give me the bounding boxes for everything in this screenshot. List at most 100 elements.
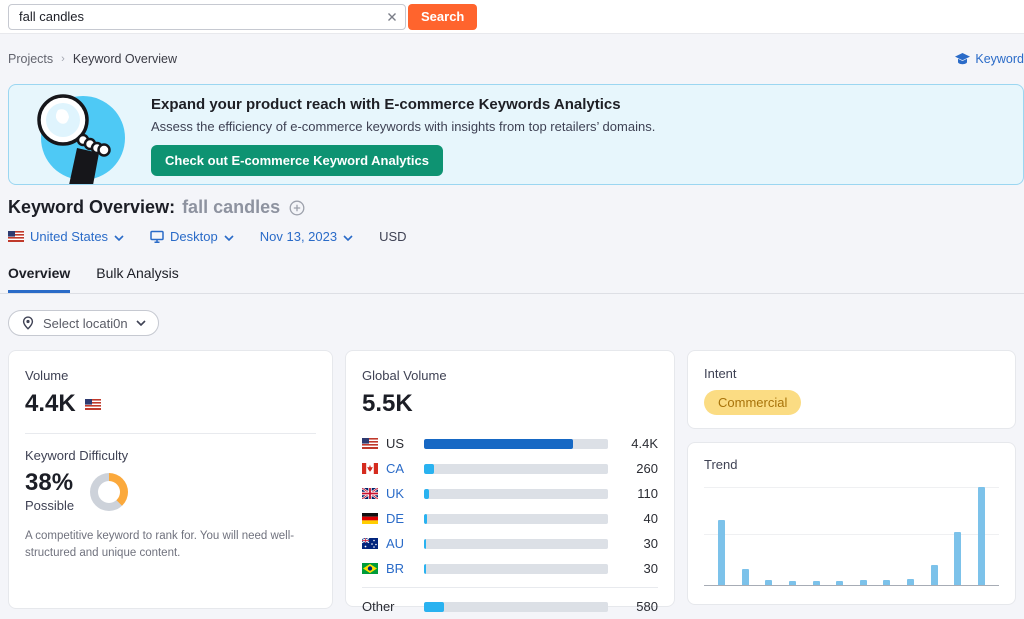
country-label[interactable]: CA xyxy=(386,461,405,476)
location-filter-label: United States xyxy=(30,229,109,244)
br-flag-icon xyxy=(362,563,378,574)
chevron-down-icon xyxy=(114,234,124,241)
banner-title: Expand your product reach with E-commerc… xyxy=(151,95,621,113)
country-volume-bar xyxy=(424,463,608,474)
location-pin-icon xyxy=(22,316,34,330)
ca-flag-icon xyxy=(362,463,378,474)
chevron-down-icon xyxy=(135,320,146,326)
select-location-label: Select locati0n xyxy=(43,315,128,331)
country-label[interactable]: BR xyxy=(386,561,405,576)
global-volume-row: US 4.4K xyxy=(362,431,658,456)
country-volume-value: 4.4K xyxy=(631,436,658,451)
country-volume-value[interactable]: 30 xyxy=(643,561,658,576)
country-label: Other xyxy=(362,599,395,614)
trend-bar xyxy=(718,520,725,585)
country-volume-bar xyxy=(424,513,608,524)
device-filter-label: Desktop xyxy=(170,229,218,244)
banner-subtitle: Assess the efficiency of e-commerce keyw… xyxy=(151,118,656,134)
breadcrumb-separator: › xyxy=(61,53,65,65)
tabs-bar: Overview Bulk Analysis xyxy=(0,265,1024,294)
tab-bulk-analysis[interactable]: Bulk Analysis xyxy=(96,265,179,281)
country-volume-value[interactable]: 40 xyxy=(643,511,658,526)
x-axis-line xyxy=(704,585,999,586)
country-volume-bar xyxy=(424,601,608,612)
keyword-difficulty-label: Keyword Difficulty xyxy=(25,448,129,463)
kd-donut-chart xyxy=(90,472,129,511)
clear-search-icon[interactable] xyxy=(386,11,398,23)
search-input[interactable] xyxy=(8,3,406,30)
country-label: US xyxy=(386,436,405,451)
intent-label: Intent xyxy=(704,366,737,381)
country-volume-value[interactable]: 110 xyxy=(637,486,658,501)
trend-bar xyxy=(883,580,891,585)
trend-bar-chart xyxy=(704,487,999,586)
country-label[interactable]: AU xyxy=(386,536,405,551)
global-volume-row: DE 40 xyxy=(362,506,658,531)
global-volume-row: CA 260 xyxy=(362,456,658,481)
breadcrumb-row: Projects › Keyword Overview Keyword xyxy=(0,34,1024,84)
graduation-cap-icon xyxy=(955,52,971,66)
keyword-help-label: Keyword xyxy=(975,52,1024,66)
volume-label: Volume xyxy=(25,368,69,383)
us-flag-icon xyxy=(84,398,101,410)
trend-bar xyxy=(788,581,796,585)
add-keyword-icon[interactable] xyxy=(289,200,305,216)
desktop-icon xyxy=(150,230,164,243)
kd-value: 38% xyxy=(25,469,74,496)
volume-card: Volume 4.4K Keyword Difficulty 38% Possi… xyxy=(8,350,333,609)
global-volume-row: UK 110 xyxy=(361,481,658,506)
ecommerce-promo-banner: Expand your product reach with E-commerc… xyxy=(8,84,1024,185)
intent-badge: Commercial xyxy=(704,390,802,415)
magnifier-illustration-icon xyxy=(9,85,151,184)
global-volume-card: Global Volume 5.5K US 4.4K CA 260 UK 110 DE 40 A… xyxy=(345,350,675,614)
breadcrumb: Projects › Keyword Overview xyxy=(8,52,177,66)
volume-value: 4.4K xyxy=(25,390,76,417)
country-volume-bar xyxy=(424,538,608,549)
trend-bar xyxy=(836,581,844,585)
breadcrumb-projects[interactable]: Projects xyxy=(8,52,54,66)
trend-bar xyxy=(954,532,962,585)
chevron-down-icon xyxy=(343,234,353,241)
country-volume-value[interactable]: 260 xyxy=(636,461,658,476)
kd-description: A competitive keyword to rank for. You w… xyxy=(25,530,295,560)
global-volume-row: Other 580 xyxy=(362,594,658,619)
tab-overview[interactable]: Overview xyxy=(8,265,70,293)
keyword-help-link[interactable]: Keyword xyxy=(955,52,1024,66)
trend-card: Trend xyxy=(687,442,1016,605)
page-title-label: Keyword Overview: xyxy=(8,197,176,217)
ecommerce-cta-button[interactable]: Check out E-commerce Keyword Analytics xyxy=(151,144,443,176)
location-filter-dropdown[interactable]: United States xyxy=(8,229,124,244)
trend-bar xyxy=(765,580,773,585)
device-filter-dropdown[interactable]: Desktop xyxy=(150,229,234,244)
divider xyxy=(25,433,316,434)
trend-bar xyxy=(930,565,938,585)
global-volume-label: Global Volume xyxy=(362,368,447,383)
country-volume-value: 580 xyxy=(636,599,658,614)
country-volume-value[interactable]: 30 xyxy=(643,536,658,551)
de-flag-icon xyxy=(362,513,378,524)
us-flag-icon xyxy=(8,231,24,242)
currency-label: USD xyxy=(379,229,407,244)
gridline xyxy=(704,487,999,488)
country-volume-bar xyxy=(424,438,608,449)
select-location-button[interactable]: Select locati0n xyxy=(8,310,159,336)
global-volume-rows: US 4.4K CA 260 UK 110 DE 40 AU 30 BR 30 Other 580 xyxy=(361,431,658,619)
trend-bar xyxy=(907,579,914,585)
date-filter-label: Nov 13, 2023 xyxy=(259,229,338,244)
country-volume-bar xyxy=(424,488,608,499)
breadcrumb-current: Keyword Overview xyxy=(72,52,178,66)
country-label[interactable]: UK xyxy=(386,486,405,501)
page-title-keyword: fall candles xyxy=(182,197,281,217)
top-search-bar: Search xyxy=(0,0,1024,34)
trend-label: Trend xyxy=(704,457,738,472)
country-label[interactable]: DE xyxy=(386,511,405,526)
date-filter-dropdown[interactable]: Nov 13, 2023 xyxy=(260,229,353,244)
page-title: Keyword Overview: fall candles xyxy=(8,197,1016,218)
trend-bar xyxy=(812,581,820,585)
search-button[interactable]: Search xyxy=(408,3,478,30)
global-volume-value: 5.5K xyxy=(362,390,413,417)
divider xyxy=(362,587,658,588)
trend-bar xyxy=(741,569,749,585)
uk-flag-icon xyxy=(361,487,379,500)
global-volume-row: BR 30 xyxy=(362,556,658,581)
